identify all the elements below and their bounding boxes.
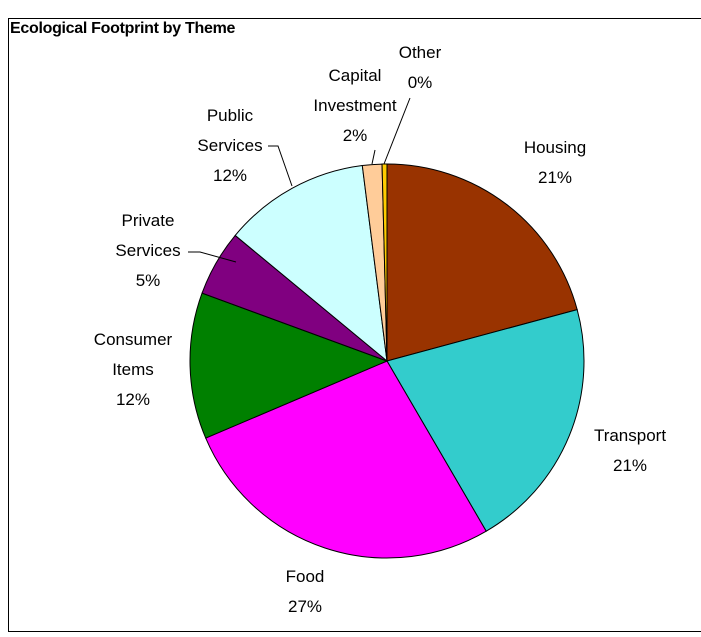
value-label: 21% (612, 456, 648, 475)
value-label: 27% (287, 597, 323, 616)
leader-line (268, 145, 293, 187)
slice-label: Food 27% (286, 562, 325, 622)
category-label: Public Services (197, 106, 263, 155)
pie-slice (234, 164, 388, 363)
slice-label: Other 0% (399, 38, 442, 98)
pie-slice (189, 292, 389, 439)
category-label: Consumer Items (93, 330, 173, 379)
leader-line (371, 149, 376, 165)
category-label: Other (398, 43, 442, 62)
value-label: 5% (135, 271, 161, 290)
pie-slice (386, 163, 578, 362)
pie-slice (386, 309, 585, 532)
category-label: Transport (593, 426, 667, 445)
slice-label: Public Services 12% (197, 101, 262, 191)
leader-line (188, 251, 237, 263)
category-label: Capital Investment (313, 66, 397, 115)
chart-title: Ecological Footprint by Theme (10, 20, 236, 37)
value-label: 12% (212, 166, 248, 185)
slice-label: Private Services 5% (115, 206, 180, 296)
slice-label: Capital Investment 2% (313, 61, 396, 151)
leader-line (383, 97, 411, 165)
slice-label: Housing 21% (524, 133, 586, 193)
value-label: 2% (342, 126, 368, 145)
value-label: 21% (537, 168, 573, 187)
value-label: 12% (115, 390, 151, 409)
slice-label: Consumer Items 12% (94, 325, 172, 415)
category-label: Food (285, 567, 325, 586)
chart-frame (8, 18, 701, 632)
pie-slice (205, 360, 487, 559)
value-label: 0% (407, 73, 433, 92)
slice-label: Transport 21% (594, 421, 666, 481)
category-label: Private Services (115, 211, 181, 260)
category-label: Housing (523, 138, 587, 157)
